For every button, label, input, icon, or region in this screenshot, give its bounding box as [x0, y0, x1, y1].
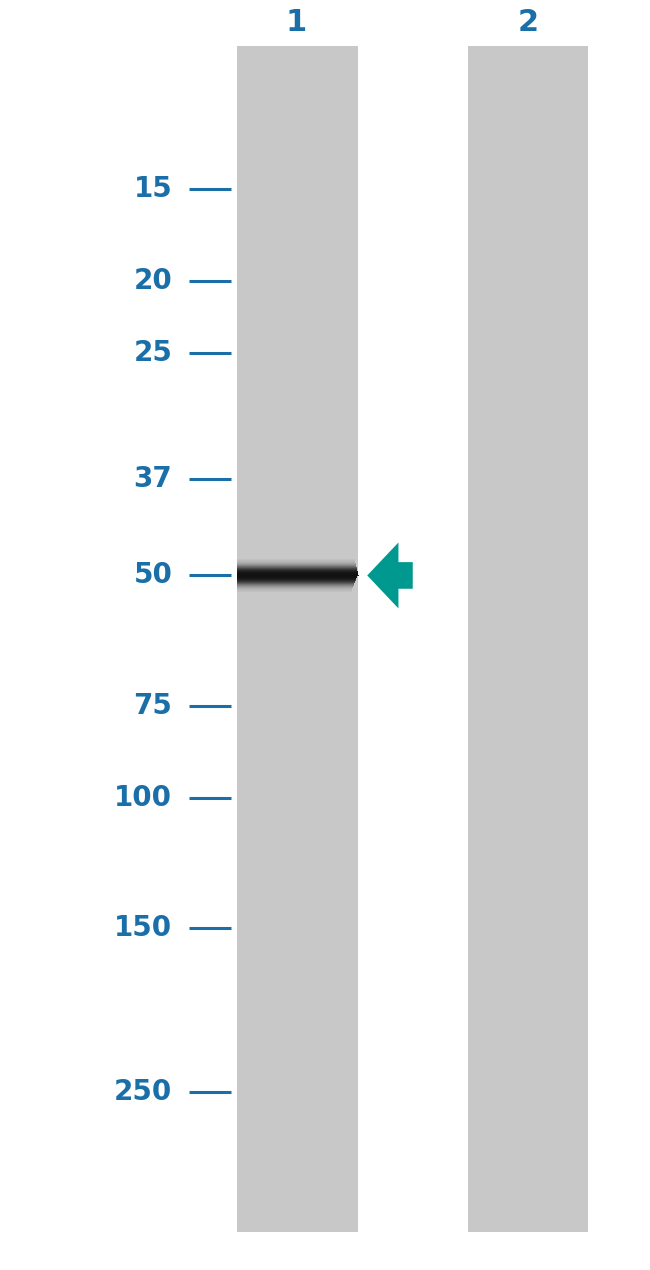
- Text: 100: 100: [114, 784, 172, 812]
- Text: 1: 1: [285, 8, 306, 37]
- Text: 150: 150: [114, 914, 172, 942]
- FancyBboxPatch shape: [468, 46, 588, 1232]
- FancyArrow shape: [367, 542, 413, 608]
- Text: 2: 2: [517, 8, 538, 37]
- Text: 75: 75: [133, 692, 172, 720]
- Text: 20: 20: [133, 267, 172, 295]
- Text: 50: 50: [133, 561, 172, 589]
- Text: 15: 15: [133, 175, 172, 203]
- Text: 25: 25: [133, 339, 172, 367]
- FancyBboxPatch shape: [237, 46, 358, 1232]
- Text: 250: 250: [114, 1078, 172, 1106]
- Text: 37: 37: [133, 465, 172, 493]
